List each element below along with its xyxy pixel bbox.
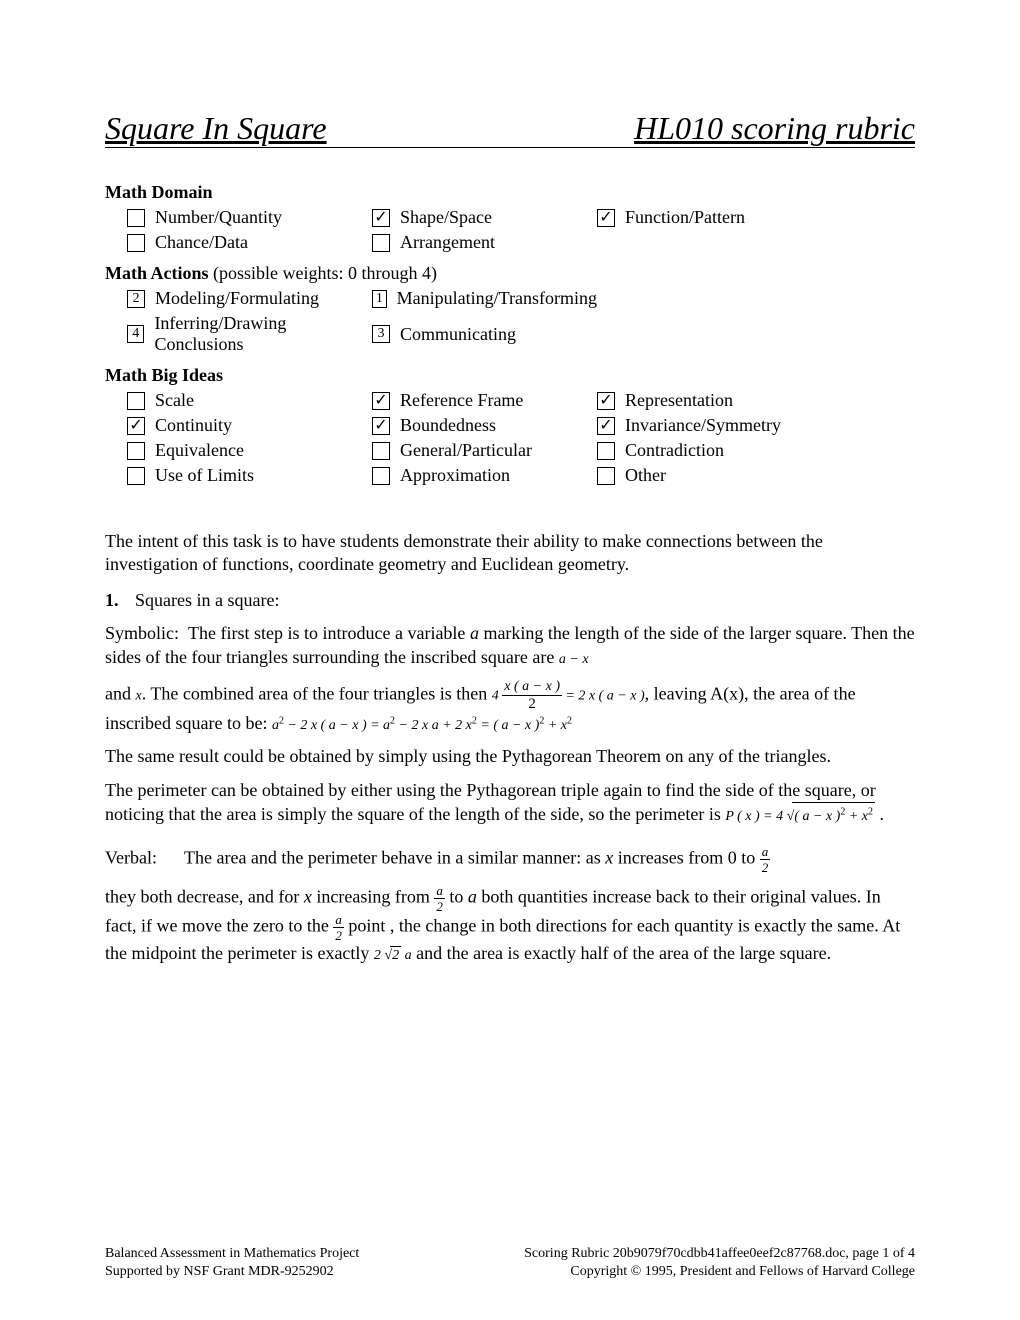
verbal-p1: Verbal: The area and the perimeter behav… xyxy=(105,845,915,874)
action-inferring: 4Inferring/Drawing Conclusions xyxy=(127,313,372,355)
footer-left-1: Balanced Assessment in Mathematics Proje… xyxy=(105,1245,359,1263)
math-actions-title: Math Actions (possible weights: 0 throug… xyxy=(105,263,915,284)
math-ideas-grid: Scale Reference Frame Representation Con… xyxy=(105,390,915,486)
domain-function-pattern: Function/Pattern xyxy=(597,207,817,228)
symbolic-p3: The same result could be obtained by sim… xyxy=(105,745,915,768)
idea-limits: Use of Limits xyxy=(127,465,372,486)
page: Square In Square HL010 scoring rubric Ma… xyxy=(0,0,1020,1320)
body-text: The intent of this task is to have stude… xyxy=(105,530,915,965)
page-header: Square In Square HL010 scoring rubric xyxy=(105,110,915,148)
idea-representation: Representation xyxy=(597,390,817,411)
domain-number-quantity: Number/Quantity xyxy=(127,207,372,228)
domain-arrangement: Arrangement xyxy=(372,232,597,253)
idea-invariance: Invariance/Symmetry xyxy=(597,415,817,436)
header-left: Square In Square xyxy=(105,110,327,147)
item-1-number: 1. xyxy=(105,589,135,612)
symbolic-p4: The perimeter can be obtained by either … xyxy=(105,779,915,827)
idea-continuity: Continuity xyxy=(127,415,372,436)
symbolic-p1: Symbolic: The first step is to introduce… xyxy=(105,622,915,669)
idea-general-particular: General/Particular xyxy=(372,440,597,461)
idea-approximation: Approximation xyxy=(372,465,597,486)
item-1-title: Squares in a square: xyxy=(135,589,279,612)
action-communicating: 3Communicating xyxy=(372,313,597,355)
footer-right-1: Scoring Rubric 20b9079f70cdbb41affee0eef… xyxy=(524,1245,915,1263)
idea-contradiction: Contradiction xyxy=(597,440,817,461)
idea-equivalence: Equivalence xyxy=(127,440,372,461)
symbolic-p2: and x. The combined area of the four tri… xyxy=(105,679,915,735)
domain-chance-data: Chance/Data xyxy=(127,232,372,253)
idea-reference-frame: Reference Frame xyxy=(372,390,597,411)
page-footer: Balanced Assessment in Mathematics Proje… xyxy=(105,1245,915,1280)
idea-boundedness: Boundedness xyxy=(372,415,597,436)
footer-right-2: Copyright © 1995, President and Fellows … xyxy=(524,1263,915,1281)
idea-other: Other xyxy=(597,465,817,486)
header-right: HL010 scoring rubric xyxy=(634,110,915,147)
intro-paragraph: The intent of this task is to have stude… xyxy=(105,530,915,577)
math-domain-title: Math Domain xyxy=(105,182,915,203)
action-modeling: 2Modeling/Formulating xyxy=(127,288,372,309)
math-ideas-title: Math Big Ideas xyxy=(105,365,915,386)
verbal-p2: they both decrease, and for x increasing… xyxy=(105,884,915,965)
domain-shape-space: Shape/Space xyxy=(372,207,597,228)
math-actions-grid: 2Modeling/Formulating 1Manipulating/Tran… xyxy=(105,288,915,355)
idea-scale: Scale xyxy=(127,390,372,411)
footer-left-2: Supported by NSF Grant MDR-9252902 xyxy=(105,1263,359,1281)
math-domain-grid: Number/Quantity Shape/Space Function/Pat… xyxy=(105,207,915,253)
item-1: 1. Squares in a square: xyxy=(105,589,915,612)
action-manipulating: 1Manipulating/Transforming xyxy=(372,288,597,309)
